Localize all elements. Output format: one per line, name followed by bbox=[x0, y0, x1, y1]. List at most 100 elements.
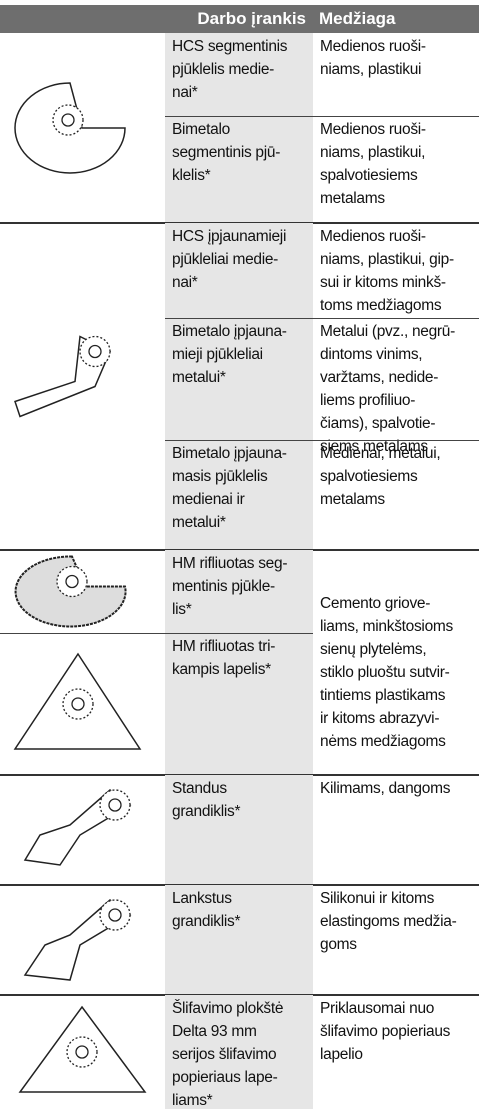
row-divider bbox=[165, 440, 479, 441]
material-cell: Cemento griove-liams, minkštosioms sienų … bbox=[313, 590, 479, 753]
drawing bbox=[108, 798, 122, 812]
text-line: Kilimams, dangoms bbox=[320, 780, 451, 797]
text-line: lapelio bbox=[320, 1046, 363, 1063]
text-line: Delta 93 mm bbox=[172, 1023, 257, 1040]
text-line: liams* bbox=[172, 1092, 213, 1109]
text-line: Cemento griove- bbox=[320, 595, 431, 612]
text-line: spalvotiesiems bbox=[320, 468, 418, 485]
text-line: Bimetalo įpjauna- bbox=[172, 445, 287, 462]
text-line: HM rifliuotas tri- bbox=[172, 638, 276, 655]
text-line: niams, plastikui, bbox=[320, 144, 426, 161]
tool-cell: Lankstus grandiklis* bbox=[165, 885, 313, 995]
text-line: liams, minkštosioms bbox=[320, 618, 453, 635]
text-line: metalui* bbox=[172, 369, 226, 386]
text-line: pjūkleliai medie- bbox=[172, 251, 279, 268]
material-cell: Kilimams, dangoms bbox=[313, 775, 479, 800]
text-line: Medienos ruoši- bbox=[320, 228, 426, 245]
header-tool: Darbo įrankis bbox=[197, 9, 306, 28]
tool-images bbox=[13, 82, 147, 1093]
row-divider bbox=[165, 318, 479, 319]
text-line: grandiklis* bbox=[172, 913, 241, 930]
text-line: serijos šlifavimo bbox=[172, 1046, 277, 1063]
text-line: sui ir kitoms minkš- bbox=[320, 274, 446, 291]
material-cell: Medienos ruoši-niams, plastikui, gip-sui… bbox=[313, 223, 479, 317]
drawing bbox=[75, 1045, 89, 1059]
text-line: metalams bbox=[320, 491, 385, 508]
material-cell: Priklausomai nuo šlifavimo popieriaus lape… bbox=[313, 995, 479, 1066]
tool-cell: Šlifavimo plokštė Delta 93 mm serijos šlif… bbox=[165, 995, 313, 1109]
text-line: nėms medžiagoms bbox=[320, 733, 446, 750]
text-line: masis pjūklelis bbox=[172, 468, 268, 485]
tool-cell: HM rifliuotas tri-kampis lapelis* bbox=[165, 633, 313, 775]
tool-cell: Bimetalo įpjauna-mieji pjūkleliai metalui… bbox=[165, 318, 313, 440]
text-line: medienai ir bbox=[172, 491, 245, 508]
tool-cell: HM rifliuotas seg-mentinis pjūkle-lis* bbox=[165, 550, 313, 633]
material-cell: Metalui (pvz., negrū-dintoms vinims, varž… bbox=[313, 318, 479, 458]
text-line: Silikonui ir kitoms bbox=[320, 890, 435, 907]
tool-cell: Standus grandiklis* bbox=[165, 775, 313, 885]
text-line: varžtams, nedide- bbox=[320, 369, 439, 386]
drawing bbox=[88, 344, 102, 359]
text-line: goms bbox=[320, 936, 357, 953]
material-cell: Medienos ruoši-niams, plastikui bbox=[313, 33, 479, 81]
text-line: Priklausomai nuo bbox=[320, 1000, 435, 1017]
text-line: niams, plastikui, gip- bbox=[320, 251, 454, 268]
row-divider bbox=[0, 633, 313, 634]
text-line: Šlifavimo plokštė bbox=[172, 1000, 284, 1017]
group-divider bbox=[0, 994, 479, 996]
text-line: čiams), spalvotie- bbox=[320, 415, 436, 432]
text-line: segmentinis pjū- bbox=[172, 144, 281, 161]
text-line: Bimetalo įpjauna- bbox=[172, 323, 287, 340]
text-line: nai* bbox=[172, 84, 198, 101]
text-line: dintoms vinims, bbox=[320, 346, 423, 363]
text-line: sienų plytelėms, bbox=[320, 641, 427, 658]
text-line: tintiems plastikams bbox=[320, 687, 446, 704]
group-divider bbox=[0, 222, 479, 224]
text-line: lis* bbox=[172, 601, 192, 618]
text-line: Medienai, metalui, bbox=[320, 445, 441, 462]
text-line: metalams bbox=[320, 190, 385, 207]
row-divider bbox=[165, 116, 479, 117]
text-line: toms medžiagoms bbox=[320, 297, 442, 314]
group-divider bbox=[0, 884, 479, 886]
text-line: niams, plastikui bbox=[320, 61, 422, 78]
drawing bbox=[108, 908, 122, 922]
text-line: klelis* bbox=[172, 167, 211, 184]
header-material: Medžiaga bbox=[319, 9, 396, 28]
material-cell: Silikonui ir kitoms elastingoms medžia-go… bbox=[313, 885, 479, 956]
text-line: mieji pjūkleliai bbox=[172, 346, 263, 363]
text-line: HM rifliuotas seg- bbox=[172, 555, 288, 572]
drawing bbox=[65, 574, 79, 589]
text-line: Standus bbox=[172, 780, 227, 797]
text-line: HCS segmentinis bbox=[172, 38, 288, 55]
text-line: liems profiliuo- bbox=[320, 392, 416, 409]
text-line: Medienos ruoši- bbox=[320, 121, 426, 138]
text-line: elastingoms medžia- bbox=[320, 913, 457, 930]
text-line: Medienos ruoši- bbox=[320, 38, 426, 55]
text-line: šlifavimo popieriaus bbox=[320, 1023, 451, 1040]
text-line: spalvotiesiems bbox=[320, 167, 418, 184]
text-line: HCS įpjaunamieji bbox=[172, 228, 287, 245]
text-line: stiklo pluoštu sutvir- bbox=[320, 664, 450, 681]
text-line: mentinis pjūkle- bbox=[172, 578, 275, 595]
header-row bbox=[0, 5, 479, 33]
material-cell: Medienai, metalui, spalvotiesiems metalams bbox=[313, 440, 479, 511]
text-line: popieriaus lape- bbox=[172, 1069, 278, 1086]
text-line: nai* bbox=[172, 274, 198, 291]
tool-cell: HCS įpjaunamieji pjūkleliai medie-nai* bbox=[165, 223, 313, 318]
text-line: ir kitoms abrazyvi- bbox=[320, 710, 440, 727]
text-line: pjūklelis medie- bbox=[172, 61, 275, 78]
tool-cell: HCS segmentinis pjūklelis medie-nai* bbox=[165, 33, 313, 116]
text-line: metalui* bbox=[172, 514, 226, 531]
text-line: Bimetalo bbox=[172, 121, 230, 138]
tool-cell: Bimetalo segmentinis pjū-klelis* bbox=[165, 116, 313, 223]
drawing bbox=[61, 113, 75, 127]
text-line: kampis lapelis* bbox=[172, 661, 271, 678]
text-line: siems metalams bbox=[320, 438, 428, 455]
text-line: grandiklis* bbox=[172, 803, 241, 820]
group-divider bbox=[0, 549, 479, 551]
group-divider bbox=[0, 774, 479, 776]
drawing bbox=[71, 697, 85, 711]
text-line: Lankstus bbox=[172, 890, 232, 907]
